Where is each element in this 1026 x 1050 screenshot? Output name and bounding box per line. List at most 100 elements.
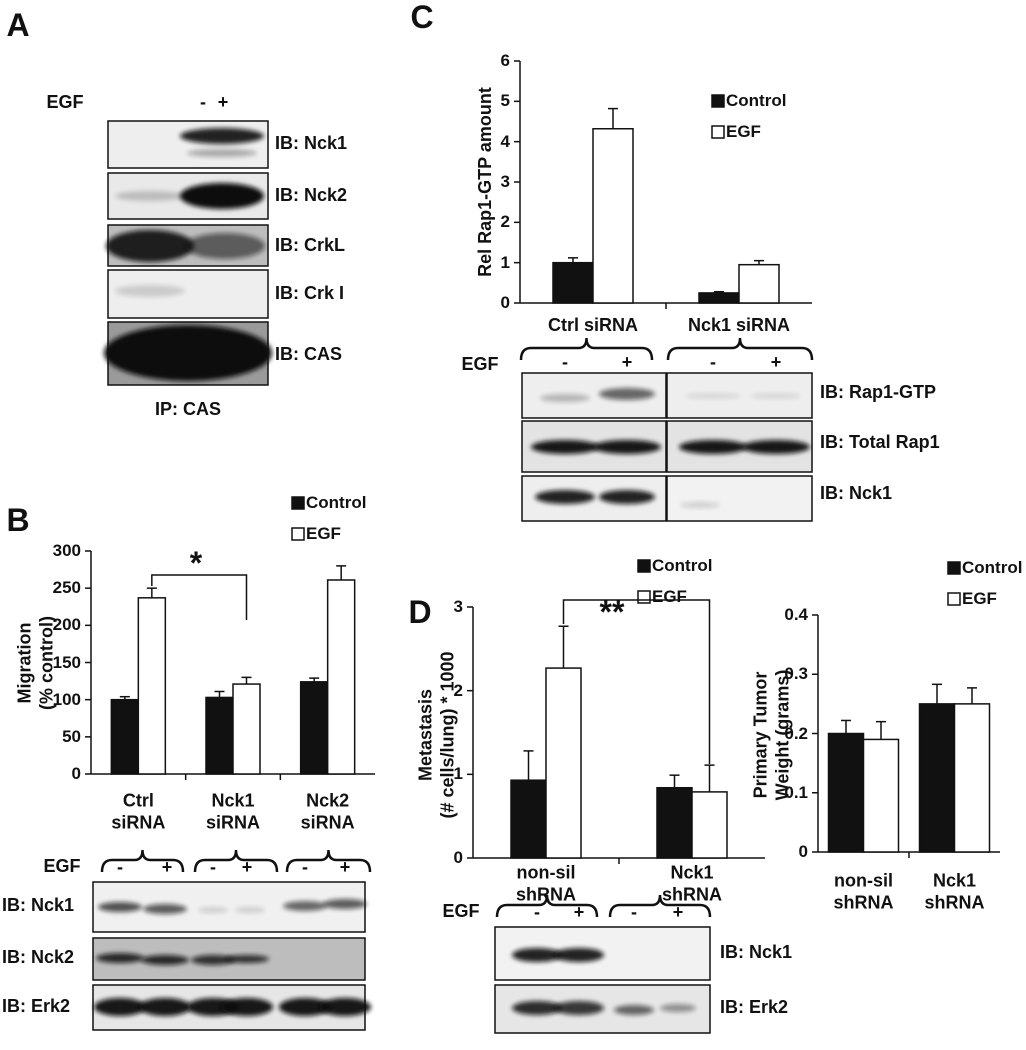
y-tick-label: 5 — [500, 91, 510, 111]
bracket — [519, 337, 654, 361]
panel-letter: D — [408, 593, 432, 630]
blot-label: IB: Rap1-GTP — [820, 382, 937, 403]
y-tick-label: 0.3 — [784, 664, 808, 684]
error-bar — [214, 690, 225, 698]
bar — [326, 579, 356, 775]
bar — [592, 128, 634, 304]
blot-band — [279, 998, 331, 1016]
blot-band — [742, 440, 810, 454]
legend-label: EGF — [726, 121, 761, 141]
bracket — [193, 849, 279, 873]
bracket — [495, 894, 599, 918]
blot-band — [98, 902, 142, 912]
bar — [827, 732, 865, 853]
error-bar — [841, 719, 851, 734]
error-bar — [146, 587, 157, 598]
y-tick-label: 1 — [500, 252, 510, 272]
bar — [738, 263, 780, 304]
significance-bracket — [562, 599, 711, 764]
y-tick-label: 0 — [71, 763, 81, 783]
bracket — [100, 849, 185, 873]
blot-band — [599, 388, 655, 400]
error-bar — [754, 259, 764, 265]
bar — [137, 597, 167, 775]
blot-band — [104, 325, 272, 381]
blot-band — [319, 998, 371, 1016]
y-tick-label: 100 — [52, 689, 81, 709]
x-tick-label: Nck1 shRNA — [924, 870, 985, 912]
y-tick-label: 0 — [500, 292, 510, 312]
bar — [698, 292, 740, 304]
blot-label: IB: CrkL — [275, 235, 346, 256]
error-bar — [608, 107, 618, 129]
x-tick-label: Nck1 shRNA — [661, 862, 723, 904]
significance-mark: ** — [599, 593, 625, 630]
error-bar — [241, 676, 252, 685]
legend-swatch — [637, 590, 651, 604]
lane-sign: + — [770, 352, 782, 373]
lane-sign: + — [573, 902, 585, 923]
y-tick-label: 0 — [798, 841, 808, 861]
legend-swatch — [947, 561, 961, 575]
error-bar — [336, 565, 347, 580]
x-tick-label: Nck2 siRNA — [300, 790, 355, 832]
error-bar — [704, 764, 715, 792]
error-bar — [119, 695, 130, 700]
legend-swatch — [711, 125, 725, 139]
blot-band — [139, 998, 191, 1016]
error-bar — [932, 683, 942, 704]
lane-sign: - — [710, 352, 716, 373]
blot-band — [751, 393, 801, 399]
blot-strip — [666, 475, 813, 522]
bar — [862, 738, 900, 853]
blot-band — [141, 955, 189, 965]
lane-sign: + — [161, 857, 173, 878]
blot-band — [660, 1004, 696, 1012]
significance-bracket — [151, 574, 248, 620]
blot-band — [185, 233, 265, 259]
legend-label: EGF — [962, 588, 997, 608]
legend-label: Control — [962, 557, 1023, 577]
y-tick-label: 2 — [453, 680, 463, 700]
blot-band — [283, 901, 327, 911]
legend-label: Control — [652, 555, 713, 575]
error-bar — [967, 687, 977, 704]
blot-band — [187, 149, 257, 157]
blot-band — [221, 998, 273, 1016]
y-axis-label: Metastasis (# cells/lung) * 1000 — [415, 651, 457, 819]
blot-label: IB: Nck1 — [275, 133, 348, 154]
blot-band — [323, 899, 367, 909]
treatment-label: EGF — [442, 901, 480, 922]
blot-band — [685, 393, 741, 399]
treatment-label: EGF — [46, 92, 84, 113]
blot-band — [96, 953, 144, 963]
blot-band — [106, 230, 194, 262]
x-tick-label: Nck1 siRNA — [687, 315, 791, 336]
lane-sign: - — [562, 352, 568, 373]
panel-letter: A — [6, 6, 30, 43]
legend-swatch — [291, 527, 305, 541]
blot-band — [115, 285, 185, 297]
lane-sign: + — [672, 902, 684, 923]
blot-band — [180, 128, 264, 144]
blot-band — [180, 183, 264, 209]
y-axis-label: Primary Tumor Weight (grams) — [750, 669, 792, 801]
blot-band — [235, 907, 265, 913]
significance-mark: * — [189, 544, 203, 581]
x-tick-label: non-sil shRNA — [833, 870, 894, 912]
bracket — [608, 894, 712, 918]
legend-swatch — [291, 496, 305, 510]
blot-label: IB: Nck1 — [820, 483, 893, 504]
bar — [953, 703, 991, 853]
y-tick-label: 3 — [453, 596, 463, 616]
lane-sign: - — [117, 857, 123, 878]
treatment-label: EGF — [43, 856, 81, 877]
legend-swatch — [947, 592, 961, 606]
y-tick-label: 200 — [52, 615, 81, 635]
x-tick-label: Ctrl siRNA — [111, 790, 166, 832]
y-tick-label: 0 — [453, 847, 463, 867]
lane-sign: - — [210, 857, 216, 878]
blot-label: IB: Crk I — [275, 283, 345, 304]
